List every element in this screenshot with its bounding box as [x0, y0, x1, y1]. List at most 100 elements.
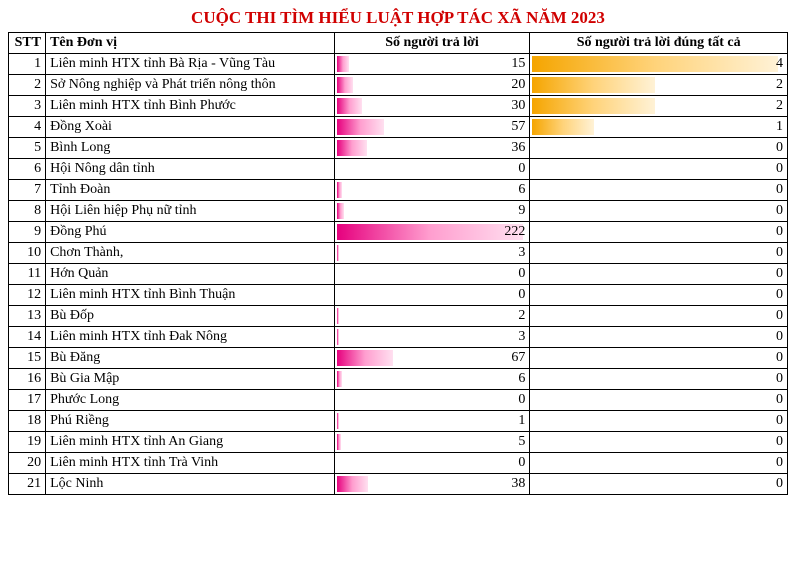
resp-value: 57	[511, 119, 525, 135]
correct-value: 0	[776, 434, 783, 450]
resp-value: 6	[518, 182, 525, 198]
cell-correct: 0	[530, 390, 788, 411]
table-row: 5Bình Long360	[9, 138, 788, 159]
cell-stt: 11	[9, 264, 46, 285]
cell-stt: 4	[9, 117, 46, 138]
resp-value: 9	[518, 203, 525, 219]
resp-value: 38	[511, 476, 525, 492]
cell-correct: 0	[530, 264, 788, 285]
correct-value: 0	[776, 413, 783, 429]
correct-bar	[532, 77, 655, 93]
resp-value: 30	[511, 98, 525, 114]
correct-value: 0	[776, 182, 783, 198]
cell-resp: 2	[334, 306, 530, 327]
cell-stt: 18	[9, 411, 46, 432]
table-row: 19Liên minh HTX tỉnh An Giang 5 0	[9, 432, 788, 453]
correct-value: 1	[776, 119, 783, 135]
table-row: 4Đồng Xoài571	[9, 117, 788, 138]
resp-value: 67	[511, 350, 525, 366]
cell-stt: 7	[9, 180, 46, 201]
correct-value: 4	[776, 56, 783, 72]
correct-value: 0	[776, 455, 783, 471]
cell-resp: 0	[334, 159, 530, 180]
cell-name: Phước Long	[46, 390, 335, 411]
resp-bar	[337, 371, 342, 387]
table-row: 9Đồng Phú2220	[9, 222, 788, 243]
cell-correct: 4	[530, 54, 788, 75]
table-row: 14Liên minh HTX tỉnh Đak Nông30	[9, 327, 788, 348]
cell-name: Liên minh HTX tỉnh An Giang	[46, 432, 335, 453]
table-row: 10Chơn Thành,30	[9, 243, 788, 264]
cell-stt: 20	[9, 453, 46, 474]
resp-bar	[337, 413, 339, 429]
cell-name: Lộc Ninh	[46, 474, 335, 495]
cell-stt: 19	[9, 432, 46, 453]
cell-correct: 0	[530, 453, 788, 474]
cell-stt: 14	[9, 327, 46, 348]
cell-resp: 3	[334, 327, 530, 348]
resp-value: 0	[518, 392, 525, 408]
table-row: 20Liên minh HTX tỉnh Trà Vinh 0 0	[9, 453, 788, 474]
cell-stt: 15	[9, 348, 46, 369]
cell-name: Phú Riềng	[46, 411, 335, 432]
cell-resp: 6	[334, 180, 530, 201]
cell-resp: 6	[334, 369, 530, 390]
header-row: STT Tên Đơn vị Số người trả lời Số người…	[9, 33, 788, 54]
table-row: 11Hớn Quản00	[9, 264, 788, 285]
cell-correct: 0	[530, 306, 788, 327]
correct-value: 0	[776, 245, 783, 261]
resp-bar	[337, 245, 340, 261]
table-row: 1Liên minh HTX tỉnh Bà Rịa - Vũng Tàu154	[9, 54, 788, 75]
correct-bar	[532, 119, 594, 135]
table-row: 12Liên minh HTX tỉnh Bình Thuận00	[9, 285, 788, 306]
cell-name: Sở Nông nghiệp và Phát triển nông thôn	[46, 75, 335, 96]
cell-correct: 0	[530, 411, 788, 432]
cell-resp: 0	[334, 453, 530, 474]
cell-correct: 0	[530, 432, 788, 453]
resp-value: 3	[518, 245, 525, 261]
cell-stt: 6	[9, 159, 46, 180]
cell-correct: 0	[530, 180, 788, 201]
resp-bar	[337, 182, 342, 198]
cell-stt: 13	[9, 306, 46, 327]
cell-resp: 3	[334, 243, 530, 264]
resp-value: 0	[518, 455, 525, 471]
cell-stt: 2	[9, 75, 46, 96]
resp-value: 5	[518, 434, 525, 450]
resp-value: 6	[518, 371, 525, 387]
cell-correct: 2	[530, 75, 788, 96]
cell-resp: 222	[334, 222, 530, 243]
table-row: 21Lộc Ninh380	[9, 474, 788, 495]
cell-name: Liên minh HTX tỉnh Bình Thuận	[46, 285, 335, 306]
table-row: 15Bù Đăng670	[9, 348, 788, 369]
correct-value: 0	[776, 392, 783, 408]
resp-bar	[337, 203, 345, 219]
correct-value: 0	[776, 371, 783, 387]
resp-bar	[337, 308, 339, 324]
cell-stt: 1	[9, 54, 46, 75]
cell-resp: 38	[334, 474, 530, 495]
table-row: 8Hội Liên hiệp Phụ nữ tỉnh90	[9, 201, 788, 222]
table-row: 6Hội Nông dân tỉnh00	[9, 159, 788, 180]
cell-correct: 2	[530, 96, 788, 117]
cell-resp: 57	[334, 117, 530, 138]
correct-value: 0	[776, 224, 783, 240]
cell-stt: 3	[9, 96, 46, 117]
cell-stt: 5	[9, 138, 46, 159]
cell-name: Bù Gia Mập	[46, 369, 335, 390]
cell-stt: 17	[9, 390, 46, 411]
cell-stt: 10	[9, 243, 46, 264]
cell-stt: 21	[9, 474, 46, 495]
cell-correct: 0	[530, 201, 788, 222]
col-resp-header: Số người trả lời	[334, 33, 530, 54]
cell-resp: 0	[334, 390, 530, 411]
col-correct-header: Số người trả lời đúng tất cả	[530, 33, 788, 54]
resp-value: 0	[518, 266, 525, 282]
cell-correct: 1	[530, 117, 788, 138]
cell-name: Liên minh HTX tỉnh Bình Phước	[46, 96, 335, 117]
correct-bar	[532, 56, 778, 72]
cell-name: Tỉnh Đoàn	[46, 180, 335, 201]
correct-value: 2	[776, 98, 783, 114]
cell-resp: 1	[334, 411, 530, 432]
cell-name: Liên minh HTX tỉnh Trà Vinh	[46, 453, 335, 474]
